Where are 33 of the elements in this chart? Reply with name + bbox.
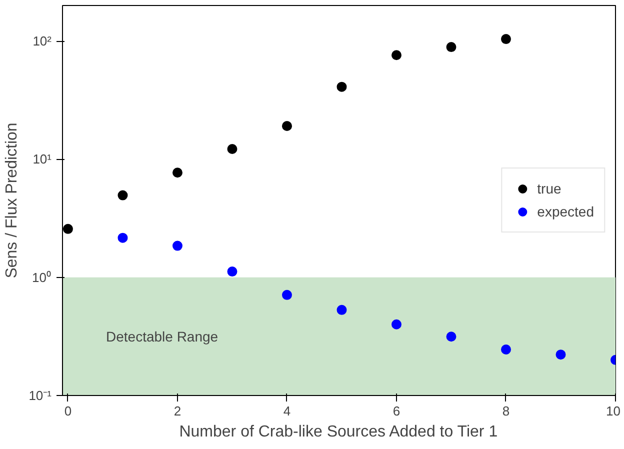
x-tick-label: 10 — [606, 404, 621, 418]
y-tick-label: 10⁻¹ — [28, 388, 52, 403]
point — [446, 332, 456, 342]
point — [391, 319, 402, 330]
band-label: Detectable Range — [106, 328, 218, 344]
point — [172, 240, 182, 251]
point — [62, 224, 73, 234]
legend-label: expected — [537, 204, 594, 220]
point — [172, 168, 182, 178]
x-tick-label: 8 — [502, 404, 510, 418]
y-axis-title: Sens / Flux Prediction — [4, 122, 21, 278]
legend-label: true — [537, 180, 562, 196]
point — [227, 266, 238, 277]
point — [556, 350, 566, 360]
point — [336, 304, 347, 315]
point — [118, 190, 128, 200]
point — [336, 82, 347, 92]
x-axis-title: Number of Crab-like Sources Added to Tier 1 — [179, 424, 498, 440]
point — [118, 232, 128, 243]
point — [500, 344, 511, 355]
x-tick-label: 6 — [392, 404, 400, 418]
point — [227, 144, 238, 154]
point — [391, 50, 402, 60]
point — [446, 42, 456, 52]
point — [282, 290, 292, 300]
point — [500, 34, 511, 44]
y-tick-label: 10² — [32, 34, 52, 49]
y-tick-label: 10¹ — [32, 152, 52, 167]
x-tick-label: 0 — [64, 404, 72, 418]
x-tick-label: 2 — [174, 404, 182, 418]
y-tick-label: 10⁰ — [32, 270, 52, 285]
point — [282, 121, 292, 131]
x-tick-label: 4 — [283, 404, 291, 418]
